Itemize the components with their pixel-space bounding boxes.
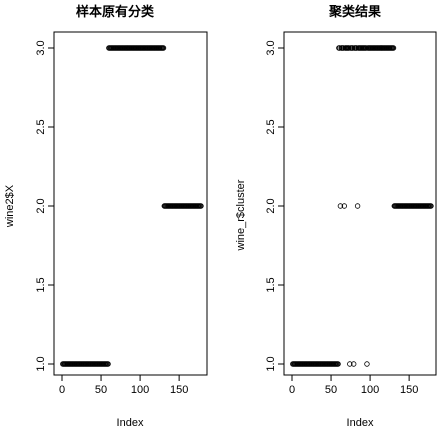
x-axis: 0 50 100 150: [59, 374, 188, 396]
y-tick-label: 2.0: [35, 198, 47, 213]
data-point: [105, 361, 111, 367]
y-axis-label: wine2$X: [4, 184, 16, 228]
data-point: [341, 203, 348, 209]
data-points: [60, 45, 204, 367]
data-points: [290, 45, 434, 367]
x-tick-label: 50: [95, 384, 107, 396]
x-tick-label: 50: [325, 384, 337, 396]
y-tick-label: 3.0: [35, 40, 47, 55]
x-tick-label: 150: [170, 384, 188, 396]
data-point: [198, 203, 204, 209]
x-axis-label: Index: [117, 417, 144, 429]
y-axis-label: wine_r$cluster: [235, 179, 247, 251]
data-point: [350, 361, 357, 367]
y-tick-label: 3.0: [265, 40, 277, 55]
data-point: [350, 45, 356, 51]
x-axis-label: Index: [347, 417, 374, 429]
data-point: [337, 203, 344, 209]
chart-panel-original-classes: 样本原有分类 0 50 100 150 1.0 1.5 2.0 2.5 3.0 Index w…: [4, 4, 208, 429]
chart-panel-cluster-results: 聚类结果 0 50 100 150 1.0 1.5 2.0 2.5 3.0 Index win…: [235, 4, 437, 429]
data-point: [346, 45, 352, 51]
y-axis: 1.0 1.5 2.0 2.5 3.0: [265, 40, 285, 372]
x-tick-label: 0: [59, 384, 65, 396]
data-point: [390, 45, 397, 51]
y-tick-label: 1.0: [35, 356, 47, 371]
x-tick-label: 100: [361, 384, 379, 396]
chart-title: 聚类结果: [328, 4, 381, 20]
y-tick-label: 1.0: [265, 356, 277, 371]
y-tick-label: 2.5: [265, 119, 277, 134]
data-point: [335, 361, 341, 367]
data-point: [347, 361, 353, 367]
data-point: [364, 361, 370, 367]
y-axis: 1.0 1.5 2.0 2.5 3.0: [35, 40, 55, 372]
data-point: [428, 203, 434, 209]
x-axis: 0 50 100 150: [289, 374, 418, 396]
y-tick-label: 2.5: [35, 119, 47, 134]
x-tick-label: 150: [400, 384, 418, 396]
data-point: [336, 45, 343, 51]
x-tick-label: 100: [131, 384, 149, 396]
x-tick-label: 0: [289, 384, 295, 396]
data-point: [354, 203, 361, 209]
y-tick-label: 1.5: [265, 277, 277, 292]
y-tick-label: 1.5: [35, 277, 47, 292]
data-point: [160, 45, 167, 51]
chart-title: 样本原有分类: [76, 4, 155, 20]
y-tick-label: 2.0: [265, 198, 277, 213]
